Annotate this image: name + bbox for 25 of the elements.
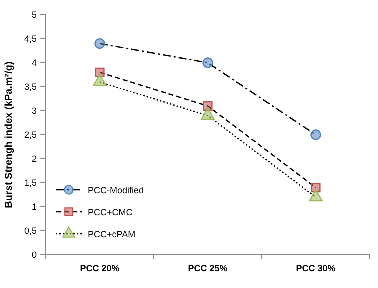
legend-label: PCC-Modified — [88, 186, 144, 196]
point — [310, 130, 322, 140]
y-tick-label: 1,5 — [24, 178, 37, 188]
y-tick-label: 2 — [32, 154, 37, 164]
point — [203, 101, 213, 111]
x-tick-label: PCC 30% — [296, 263, 336, 274]
point — [309, 189, 323, 202]
x-tick-label: PCC 25% — [188, 263, 228, 274]
y-tick-label: 4 — [32, 58, 37, 68]
y-tick-label: 5 — [32, 10, 37, 20]
y-tick-label: 0 — [32, 250, 37, 260]
point — [94, 38, 106, 50]
legend-label: PCC+cPAM — [88, 230, 136, 240]
legend-label: PCC+CMC — [88, 208, 134, 218]
y-tick-label: 3,5 — [24, 82, 37, 92]
point — [311, 183, 321, 193]
y-axis-title: Burst Strengh index (kPa.m²/g) — [4, 62, 15, 208]
y-tick-label: 2,5 — [24, 130, 37, 140]
y-tick-label: 3 — [32, 106, 37, 116]
y-tick-label: 1 — [32, 202, 37, 212]
point — [95, 68, 105, 78]
point — [202, 58, 214, 68]
y-tick-label: 0,5 — [24, 226, 37, 236]
x-tick-label: PCC 20% — [80, 263, 120, 274]
y-tick-label: 4,5 — [24, 34, 37, 44]
